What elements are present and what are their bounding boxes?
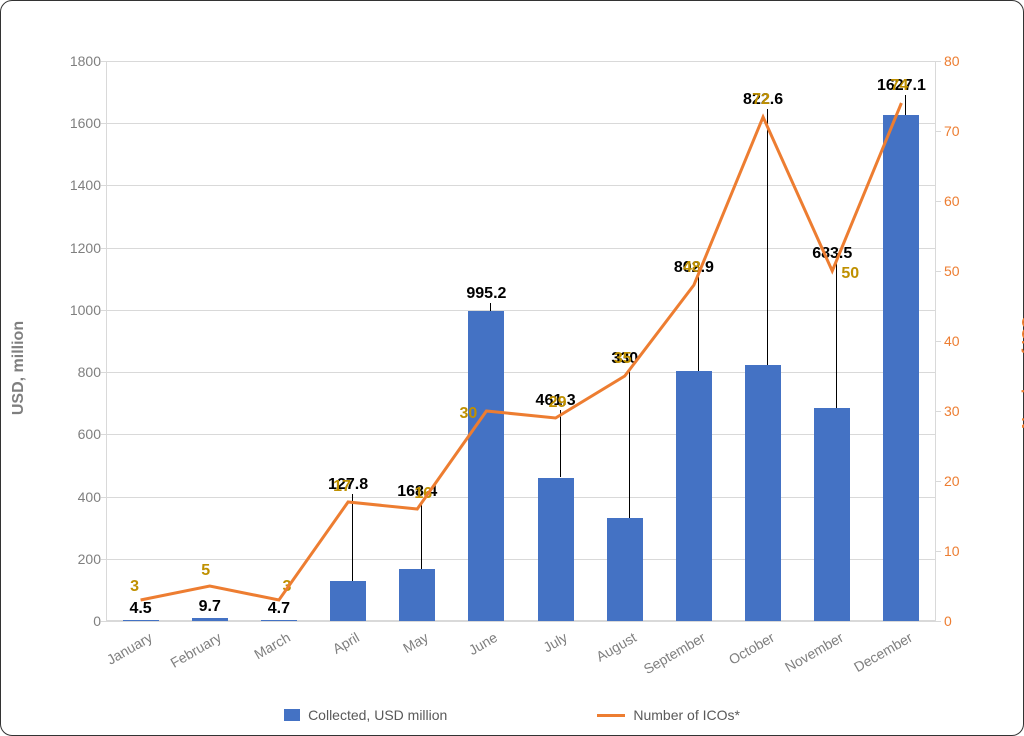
- ytick-right: 50: [944, 263, 974, 279]
- bar: [330, 581, 366, 621]
- bar-value-label: 9.7: [199, 598, 221, 616]
- ytick-left: 1200: [61, 240, 101, 256]
- gridline: [106, 61, 936, 62]
- gridline: [106, 123, 936, 124]
- bar-label-connector: [421, 501, 422, 569]
- ytick-right: 40: [944, 333, 974, 349]
- ytick-left: 0: [61, 613, 101, 629]
- line-value-label: 16: [414, 485, 432, 503]
- bar-label-connector: [490, 303, 491, 311]
- ytick-right: 80: [944, 53, 974, 69]
- line-value-label: 30: [460, 405, 478, 423]
- bar: [261, 620, 297, 621]
- line-value-label: 48: [683, 259, 701, 277]
- ytick-left: 1800: [61, 53, 101, 69]
- ytick-right: 60: [944, 193, 974, 209]
- gridline: [106, 559, 936, 560]
- y-axis-right-label: Number of ICOs: [1020, 307, 1024, 429]
- legend-swatch-bar: [284, 709, 300, 721]
- line-value-label: 35: [614, 350, 632, 368]
- bar: [745, 365, 781, 621]
- ytick-right: 0: [944, 613, 974, 629]
- legend-line-label: Number of ICOs*: [633, 707, 740, 723]
- ytick-left: 600: [61, 426, 101, 442]
- y-axis-left-label: USD, million: [10, 321, 28, 415]
- legend-item-line: Number of ICOs*: [597, 707, 740, 723]
- bar: [192, 618, 228, 621]
- bar-value-label: 995.2: [466, 285, 506, 303]
- bar: [123, 620, 159, 621]
- bar-value-label: 683.5: [812, 245, 852, 263]
- bar: [538, 478, 574, 622]
- ytick-right: 20: [944, 473, 974, 489]
- gridline: [106, 497, 936, 498]
- line-value-label: 3: [282, 578, 291, 596]
- ytick-right: 30: [944, 403, 974, 419]
- bar-label-connector: [560, 410, 561, 477]
- legend: Collected, USD million Number of ICOs*: [1, 707, 1023, 723]
- bar-label-connector: [905, 95, 906, 115]
- gridline: [106, 621, 936, 622]
- bar: [607, 518, 643, 621]
- legend-item-bars: Collected, USD million: [284, 707, 447, 723]
- chart-container: USD, million Number of ICOs 4.5 3 9.7 5 4.7 3…: [0, 0, 1024, 736]
- bar-label-connector: [629, 368, 630, 518]
- gridline: [106, 185, 936, 186]
- bar-value-label: 4.7: [268, 600, 290, 618]
- line-value-label: 3: [130, 578, 139, 596]
- ytick-left: 400: [61, 489, 101, 505]
- ytick-left: 1400: [61, 177, 101, 193]
- ytick-right: 70: [944, 123, 974, 139]
- legend-swatch-line: [597, 714, 625, 717]
- bar: [468, 311, 504, 621]
- ytick-right: 10: [944, 543, 974, 559]
- ytick-left: 800: [61, 364, 101, 380]
- line-value-label: 29: [549, 394, 567, 412]
- ytick-left: 200: [61, 551, 101, 567]
- bar: [676, 371, 712, 621]
- gridline: [106, 372, 936, 373]
- line-value-label: 74: [891, 77, 909, 95]
- bar: [399, 569, 435, 621]
- bar-label-connector: [698, 277, 699, 371]
- line-value-label: 50: [841, 265, 859, 283]
- ytick-left: 1000: [61, 302, 101, 318]
- line-series: [106, 61, 936, 621]
- bar: [814, 408, 850, 621]
- bar-label-connector: [352, 494, 353, 581]
- gridline: [106, 434, 936, 435]
- ytick-left: 1600: [61, 115, 101, 131]
- bar: [883, 115, 919, 621]
- bar-label-connector: [836, 263, 837, 408]
- line-value-label: 72: [752, 91, 770, 109]
- line-value-label: 5: [201, 562, 210, 580]
- plot-area: 4.539.754.73127.817168.416995.230461.329…: [106, 61, 936, 621]
- gridline: [106, 310, 936, 311]
- legend-bar-label: Collected, USD million: [308, 707, 447, 723]
- line-value-label: 17: [333, 478, 351, 496]
- bar-value-label: 4.5: [129, 600, 151, 618]
- bar-label-connector: [767, 109, 768, 365]
